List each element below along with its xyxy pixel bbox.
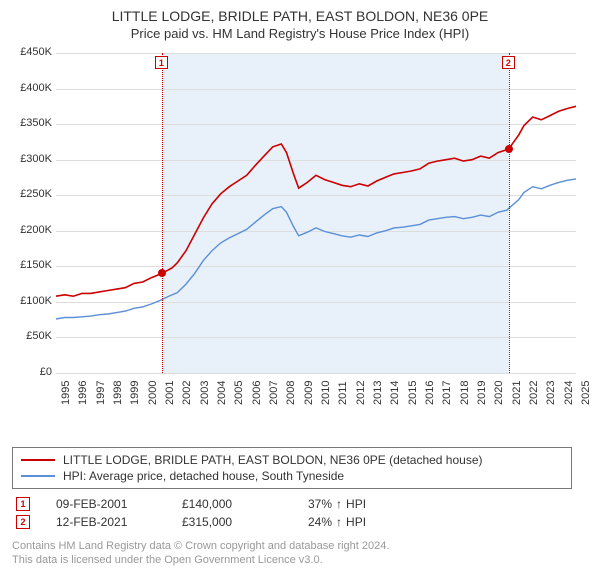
y-tick-label: £300K [12,153,52,165]
arrow-up-icon: ↑ [336,515,342,529]
legend-item-hpi: HPI: Average price, detached house, Sout… [21,468,563,484]
delta-value: 37% [308,497,332,511]
x-tick-label: 2006 [251,381,263,405]
event-price: £140,000 [182,497,282,511]
event-row: 1 09-FEB-2001 £140,000 37% ↑ HPI [12,495,572,513]
y-tick-label: £200K [12,224,52,236]
delta-value: 24% [308,515,332,529]
event-date: 09-FEB-2001 [56,497,156,511]
x-tick-label: 2013 [372,381,384,405]
footer-line: This data is licensed under the Open Gov… [12,553,588,567]
x-tick-label: 2001 [164,381,176,405]
event-row: 2 12-FEB-2021 £315,000 24% ↑ HPI [12,513,572,531]
legend-label: HPI: Average price, detached house, Sout… [63,469,344,483]
event-marker-box: 2 [16,515,30,529]
x-tick-label: 1998 [112,381,124,405]
page-title: LITTLE LODGE, BRIDLE PATH, EAST BOLDON, … [12,8,588,24]
chart-card: LITTLE LODGE, BRIDLE PATH, EAST BOLDON, … [0,0,600,560]
chart: 12 £0£50K£100K£150K£200K£250K£300K£350K£… [12,47,588,407]
event-price: £315,000 [182,515,282,529]
x-tick-label: 2022 [528,381,540,405]
series-svg [56,53,576,373]
x-tick-label: 1999 [129,381,141,405]
x-tick-label: 2005 [233,381,245,405]
series-hpi [56,179,576,319]
series-property [56,106,576,296]
x-tick-label: 2010 [320,381,332,405]
x-tick-label: 2009 [303,381,315,405]
x-tick-label: 2017 [441,381,453,405]
y-tick-label: £100K [12,295,52,307]
x-tick-label: 2023 [545,381,557,405]
x-tick-label: 2003 [199,381,211,405]
legend: LITTLE LODGE, BRIDLE PATH, EAST BOLDON, … [12,447,572,489]
event-marker-box: 1 [16,497,30,511]
arrow-up-icon: ↑ [336,497,342,511]
x-tick-label: 2002 [181,381,193,405]
plot-area: 12 [56,53,576,373]
y-tick-label: £450K [12,46,52,58]
event-hpi-delta: 37% ↑ HPI [308,497,408,511]
delta-suffix: HPI [346,515,366,529]
x-tick-label: 2007 [268,381,280,405]
footer: Contains HM Land Registry data © Crown c… [12,539,588,568]
x-tick-label: 2000 [147,381,159,405]
legend-label: LITTLE LODGE, BRIDLE PATH, EAST BOLDON, … [63,453,483,467]
event-marker: 2 [502,56,515,69]
footer-line: Contains HM Land Registry data © Crown c… [12,539,588,553]
y-tick-label: £350K [12,117,52,129]
x-tick-label: 2004 [216,381,228,405]
sale-point-marker [158,269,166,277]
y-tick-label: £0 [12,366,52,378]
legend-swatch-hpi [21,475,55,477]
x-tick-label: 1995 [60,381,72,405]
delta-suffix: HPI [346,497,366,511]
legend-swatch-property [21,459,55,461]
page-subtitle: Price paid vs. HM Land Registry's House … [12,26,588,41]
x-tick-label: 2012 [355,381,367,405]
event-marker: 1 [155,56,168,69]
x-tick-label: 2011 [337,381,349,405]
legend-item-property: LITTLE LODGE, BRIDLE PATH, EAST BOLDON, … [21,452,563,468]
x-tick-label: 2024 [563,381,575,405]
event-date: 12-FEB-2021 [56,515,156,529]
x-tick-label: 2016 [424,381,436,405]
y-tick-label: £150K [12,259,52,271]
event-hpi-delta: 24% ↑ HPI [308,515,408,529]
sale-point-marker [505,145,513,153]
y-tick-label: £250K [12,188,52,200]
x-tick-label: 2019 [476,381,488,405]
x-tick-label: 1996 [77,381,89,405]
x-tick-label: 2021 [511,381,523,405]
x-tick-label: 2020 [493,381,505,405]
x-tick-label: 2008 [285,381,297,405]
events-table: 1 09-FEB-2001 £140,000 37% ↑ HPI 2 12-FE… [12,495,572,531]
x-tick-label: 2018 [459,381,471,405]
y-tick-label: £400K [12,82,52,94]
x-tick-label: 2014 [389,381,401,405]
x-tick-label: 2015 [407,381,419,405]
x-tick-label: 2025 [580,381,592,405]
y-tick-label: £50K [12,330,52,342]
x-tick-label: 1997 [95,381,107,405]
